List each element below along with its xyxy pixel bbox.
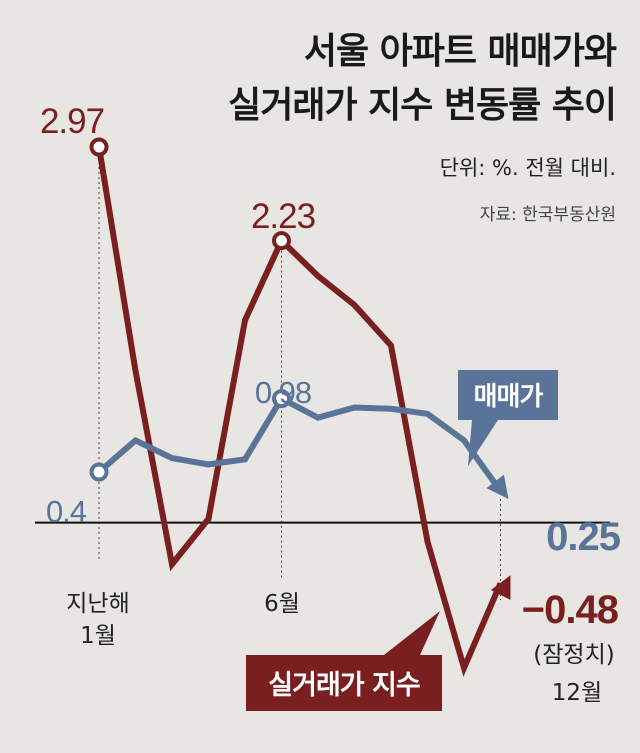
x-tick-labels: 지난해 1월 6월 12월: [66, 591, 602, 706]
callout-pointer: [384, 611, 440, 655]
data-label: 0.25: [546, 515, 621, 559]
x-tick-label: 12월: [552, 680, 602, 706]
highlight-marker: [272, 231, 291, 251]
legend-label-sales: 매매가: [474, 382, 544, 412]
x-tick-label: 6월: [264, 591, 300, 617]
guide-lines: [98, 147, 501, 600]
data-label: −0.48: [522, 588, 619, 632]
legend-label-transaction: 실거래가 지수: [268, 670, 420, 701]
chart-title-line-2: 실거래가 지수 변동률 추이: [228, 85, 617, 126]
data-label: 2.97: [40, 102, 104, 141]
unit-label: 단위: %. 전월 대비.: [439, 156, 616, 180]
highlight-marker: [272, 389, 291, 409]
data-labels: 2.97 2.23 0.4 0.98 0.25 −0.48 (잠정치): [40, 102, 622, 668]
legend-box-transaction: [246, 655, 442, 711]
series-lines: [96, 146, 504, 677]
x-tick-label: 1월: [80, 623, 116, 649]
x-tick-label: 지난해: [66, 591, 129, 617]
series-line-1: [97, 394, 503, 493]
arrow-head: [486, 474, 509, 499]
data-points: [89, 137, 511, 600]
series-line-0: [96, 146, 504, 677]
data-label: 2.23: [251, 197, 315, 236]
data-label: 0.98: [255, 375, 311, 410]
highlight-marker: [89, 137, 109, 157]
legend-box-sales: [458, 370, 558, 420]
arrow-head: [490, 575, 511, 600]
chart-title-line-1: 서울 아파트 매매가와: [303, 31, 617, 72]
callout-pointer: [468, 420, 498, 466]
data-label: 0.4: [46, 494, 87, 529]
source-label: 자료: 한국부동산원: [479, 205, 616, 225]
highlight-marker: [89, 462, 109, 482]
data-label-note: (잠정치): [533, 642, 614, 668]
